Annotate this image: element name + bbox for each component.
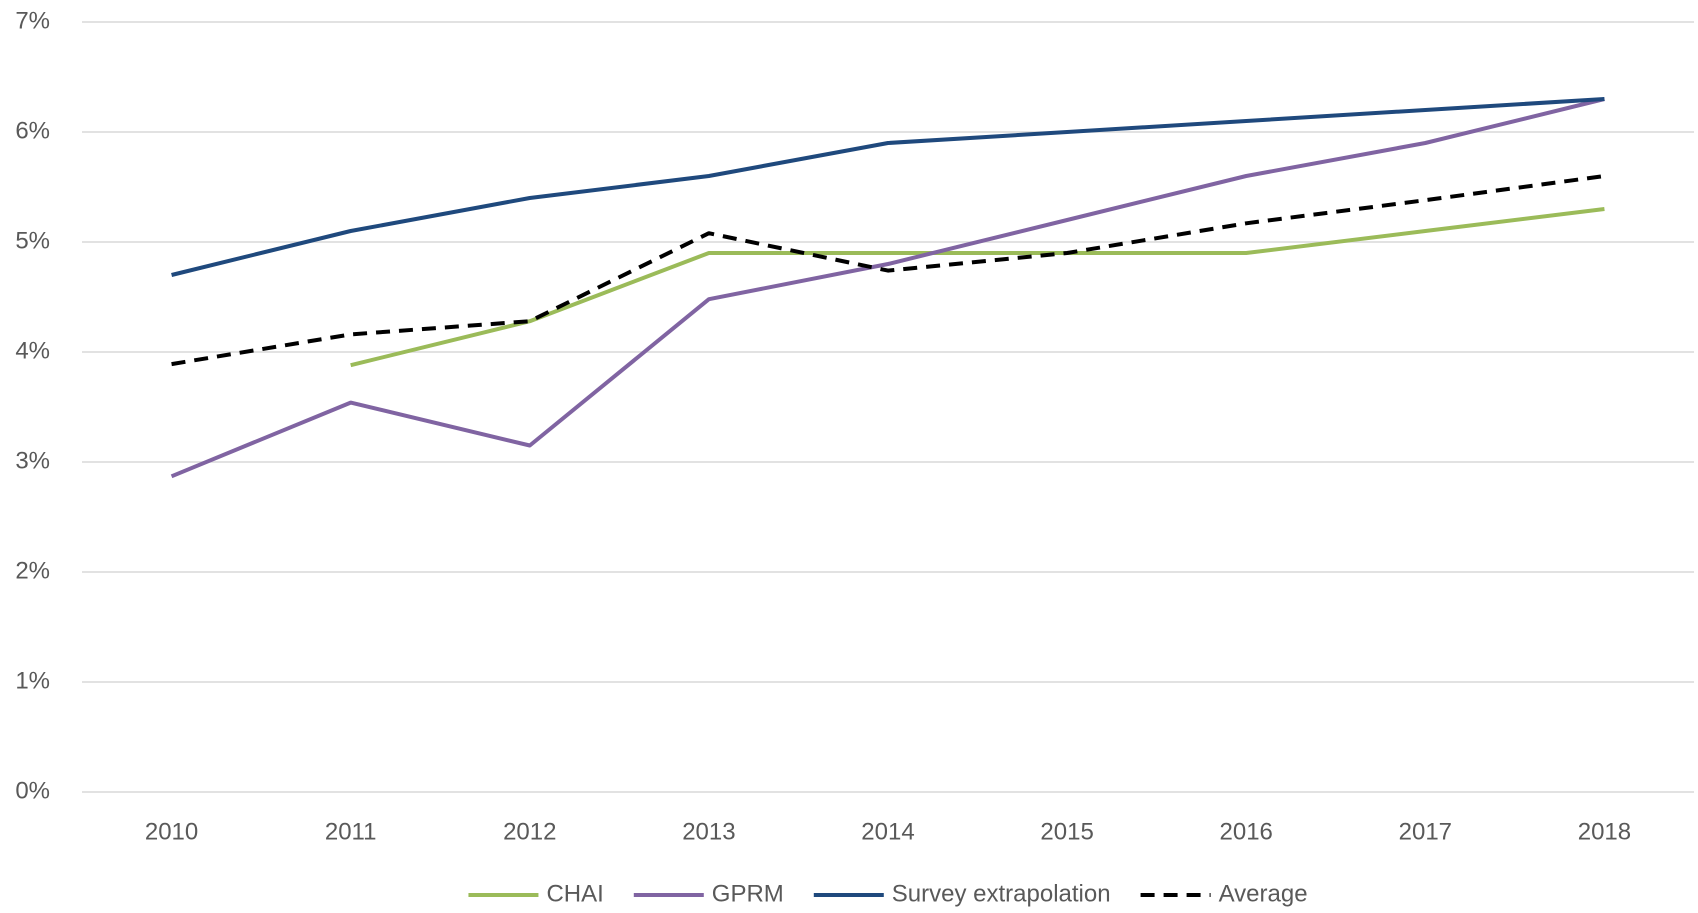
legend-label: Average	[1219, 880, 1308, 907]
y-tick-label: 6%	[15, 117, 50, 144]
series-line	[170, 97, 1605, 479]
y-tick-label: 2%	[15, 557, 50, 584]
series-line	[350, 207, 1605, 368]
series-line	[171, 174, 1605, 367]
y-tick-label: 5%	[15, 227, 50, 254]
x-tick-label: 2014	[861, 818, 914, 845]
x-tick-label: 2010	[145, 818, 198, 845]
x-tick-label: 2015	[1040, 818, 1093, 845]
x-tick-label: 2013	[682, 818, 735, 845]
y-tick-label: 0%	[15, 777, 50, 804]
legend-label: Survey extrapolation	[892, 880, 1111, 907]
series-line	[171, 97, 1605, 277]
y-tick-label: 3%	[15, 447, 50, 474]
y-tick-label: 7%	[15, 7, 50, 34]
x-tick-label: 2012	[503, 818, 556, 845]
x-tick-label: 2018	[1578, 818, 1631, 845]
legend-label: GPRM	[712, 880, 784, 907]
x-tick-label: 2011	[325, 818, 377, 845]
y-tick-label: 1%	[15, 667, 50, 694]
x-tick-label: 2016	[1220, 818, 1273, 845]
y-tick-label: 4%	[15, 337, 50, 364]
x-tick-label: 2017	[1399, 818, 1452, 845]
legend-label: CHAI	[546, 880, 603, 907]
